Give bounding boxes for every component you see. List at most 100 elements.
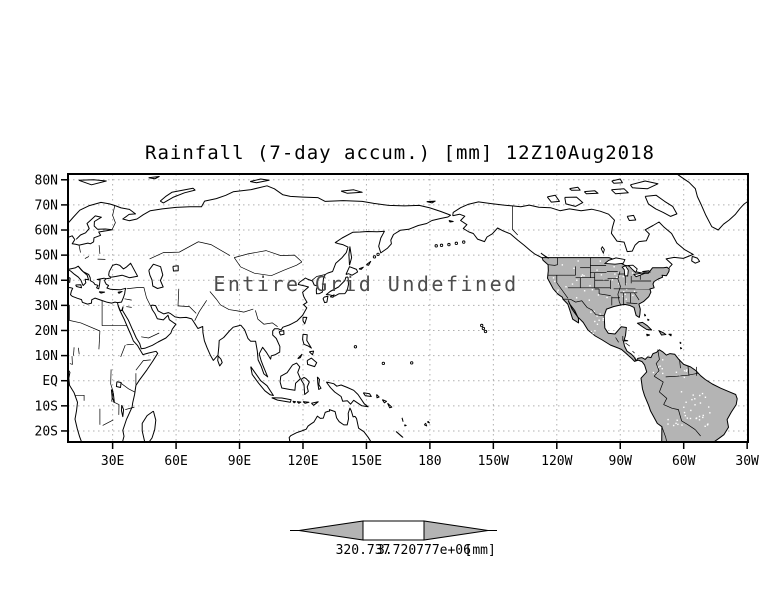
border-line bbox=[599, 293, 611, 296]
border-line bbox=[69, 356, 73, 365]
speckle bbox=[561, 264, 564, 266]
speckle bbox=[596, 315, 598, 317]
speckle bbox=[611, 279, 614, 281]
speckle bbox=[683, 406, 685, 408]
coastline-path bbox=[540, 252, 549, 259]
speckle bbox=[565, 286, 567, 288]
coastline-path bbox=[302, 333, 312, 349]
small-island bbox=[372, 255, 377, 259]
x-tick-label: 90E bbox=[228, 454, 251, 469]
x-tick-label: 120W bbox=[541, 454, 572, 469]
coastline-path bbox=[297, 353, 303, 360]
coastline-path bbox=[325, 276, 349, 297]
coastline-path bbox=[78, 179, 107, 186]
border-line bbox=[125, 406, 135, 410]
border-line bbox=[687, 365, 690, 376]
speckle bbox=[623, 291, 625, 293]
speckle bbox=[699, 402, 702, 404]
speckle bbox=[622, 275, 624, 278]
speckle bbox=[652, 371, 655, 374]
coastline-path bbox=[308, 350, 315, 356]
coastline-path bbox=[316, 376, 322, 390]
border-line bbox=[141, 332, 160, 339]
coastline-path bbox=[329, 294, 335, 298]
speckle bbox=[590, 330, 593, 333]
coastline-path bbox=[345, 266, 359, 276]
border-line bbox=[111, 205, 116, 230]
lake-shape bbox=[641, 270, 651, 273]
speckle bbox=[618, 282, 620, 285]
colorbar: 320.737 3.720777e+06 [mm] bbox=[290, 520, 497, 558]
border-line bbox=[625, 342, 631, 347]
border-line bbox=[69, 320, 101, 332]
lake-shape bbox=[633, 272, 646, 278]
y-tick-label: 10N bbox=[35, 349, 58, 364]
speckle bbox=[675, 422, 677, 425]
border-line bbox=[120, 382, 136, 393]
speckle bbox=[617, 272, 620, 275]
speckle bbox=[698, 419, 701, 421]
border-line bbox=[617, 271, 622, 306]
coastline-path bbox=[452, 213, 542, 259]
border-line bbox=[149, 241, 231, 260]
coastline-path bbox=[348, 246, 353, 266]
coastline-path bbox=[77, 265, 107, 290]
border-line bbox=[634, 357, 637, 360]
speckle bbox=[704, 425, 706, 427]
lakes bbox=[600, 245, 651, 278]
x-tick-label: 30E bbox=[101, 454, 124, 469]
colorbar-left-label: 320.737 bbox=[336, 543, 391, 558]
speckle bbox=[583, 290, 586, 292]
border-line bbox=[548, 257, 558, 266]
speckle bbox=[599, 260, 602, 262]
speckle bbox=[613, 266, 615, 268]
border-line bbox=[177, 288, 197, 314]
coastline-path bbox=[427, 420, 430, 424]
x-tick-label: 120E bbox=[287, 454, 318, 469]
x-axis-ticks: 30E 60E 90E 120E 150E 180 150W 120W 90W 60W 30W bbox=[101, 442, 759, 469]
coastline-path bbox=[296, 401, 302, 404]
speckle bbox=[571, 283, 574, 285]
colorbar-right-arrow bbox=[423, 520, 489, 541]
speckle bbox=[676, 419, 678, 421]
colorbar-left-arrow bbox=[298, 520, 364, 541]
speckle bbox=[684, 414, 687, 417]
border-line bbox=[84, 256, 90, 259]
coastline-path bbox=[401, 417, 404, 422]
y-tick-label: 80N bbox=[35, 173, 58, 188]
speckle bbox=[573, 267, 575, 270]
small-island bbox=[434, 244, 438, 248]
border-line bbox=[73, 347, 75, 356]
coastline-path bbox=[117, 305, 159, 442]
shaded-region bbox=[644, 313, 647, 317]
coastline-path bbox=[306, 357, 318, 368]
coastline-path bbox=[452, 201, 694, 269]
border-line bbox=[143, 287, 151, 306]
coastline-path bbox=[148, 176, 160, 180]
coastline-path bbox=[68, 287, 118, 305]
border-line bbox=[634, 292, 640, 301]
y-tick-label: 40N bbox=[35, 274, 58, 289]
speckle bbox=[622, 295, 624, 298]
speckle bbox=[680, 391, 683, 393]
political-borders bbox=[68, 205, 701, 442]
speckle bbox=[657, 366, 660, 368]
speckle bbox=[557, 289, 559, 291]
coastline-path bbox=[358, 266, 364, 270]
speckle bbox=[589, 285, 591, 287]
speckle bbox=[594, 320, 596, 323]
border-line bbox=[234, 250, 303, 263]
coastline-path bbox=[148, 263, 164, 289]
map-frame bbox=[67, 173, 749, 443]
speckle bbox=[686, 417, 689, 419]
speckle bbox=[707, 423, 709, 425]
speckle bbox=[616, 276, 618, 279]
border-line bbox=[98, 330, 101, 350]
speckle bbox=[597, 294, 600, 296]
coastline-path bbox=[250, 366, 274, 396]
colorbar-box bbox=[362, 520, 425, 541]
x-tick-label: 60W bbox=[672, 454, 696, 469]
speckle bbox=[685, 401, 687, 403]
small-island bbox=[480, 323, 484, 328]
